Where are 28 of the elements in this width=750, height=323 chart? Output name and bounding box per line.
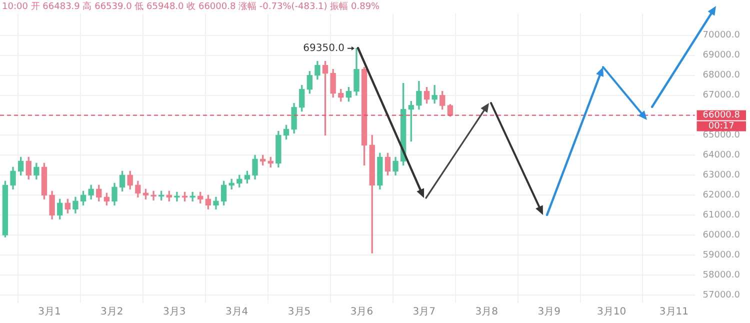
y-tick-label: 70000.0 xyxy=(702,30,740,41)
ref-line-label: 66000.8 xyxy=(702,110,740,121)
x-tick-label: 3月7 xyxy=(412,306,436,318)
y-tick-label: 63000.0 xyxy=(702,170,740,181)
y-tick-label: 60000.0 xyxy=(702,230,740,240)
annotation: 69350.0 xyxy=(303,42,344,54)
x-tick-label: 3月1 xyxy=(38,306,61,318)
x-tick-label: 3月2 xyxy=(100,306,124,318)
x-tick-label: 3月6 xyxy=(350,306,374,318)
x-tick-label: 3月3 xyxy=(162,306,186,318)
y-tick-label: 57000.0 xyxy=(702,290,740,300)
y-tick-label: 62000.0 xyxy=(702,190,740,200)
x-tick-label: 3月8 xyxy=(475,306,498,318)
y-tick-label: 61000.0 xyxy=(702,210,740,220)
y-tick-label: 68000.0 xyxy=(702,70,740,81)
text: 00:17 xyxy=(708,122,734,132)
x-tick-label: 3月5 xyxy=(288,306,311,318)
x-tick-label: 3月10 xyxy=(596,306,626,318)
x-tick-label: 3月4 xyxy=(225,306,248,318)
y-tick-label: 69000.0 xyxy=(702,50,740,61)
y-tick-label: 65000.0 xyxy=(702,130,740,141)
chart-subtitle: 10:00 开 66483.9 高 66539.0 低 65948.0 收 66000.8 涨幅 -0.73%(-483.1) 振幅 0.89% xyxy=(2,0,380,12)
y-tick-label: 64000.0 xyxy=(702,150,740,161)
x-tick-label: 3月11 xyxy=(659,306,689,318)
y-tick-label: 67000.0 xyxy=(702,90,740,101)
x-tick-label: 3月9 xyxy=(538,306,560,318)
y-tick-label: 59000.0 xyxy=(702,250,740,260)
y-tick-label: 58000.0 xyxy=(702,270,740,280)
